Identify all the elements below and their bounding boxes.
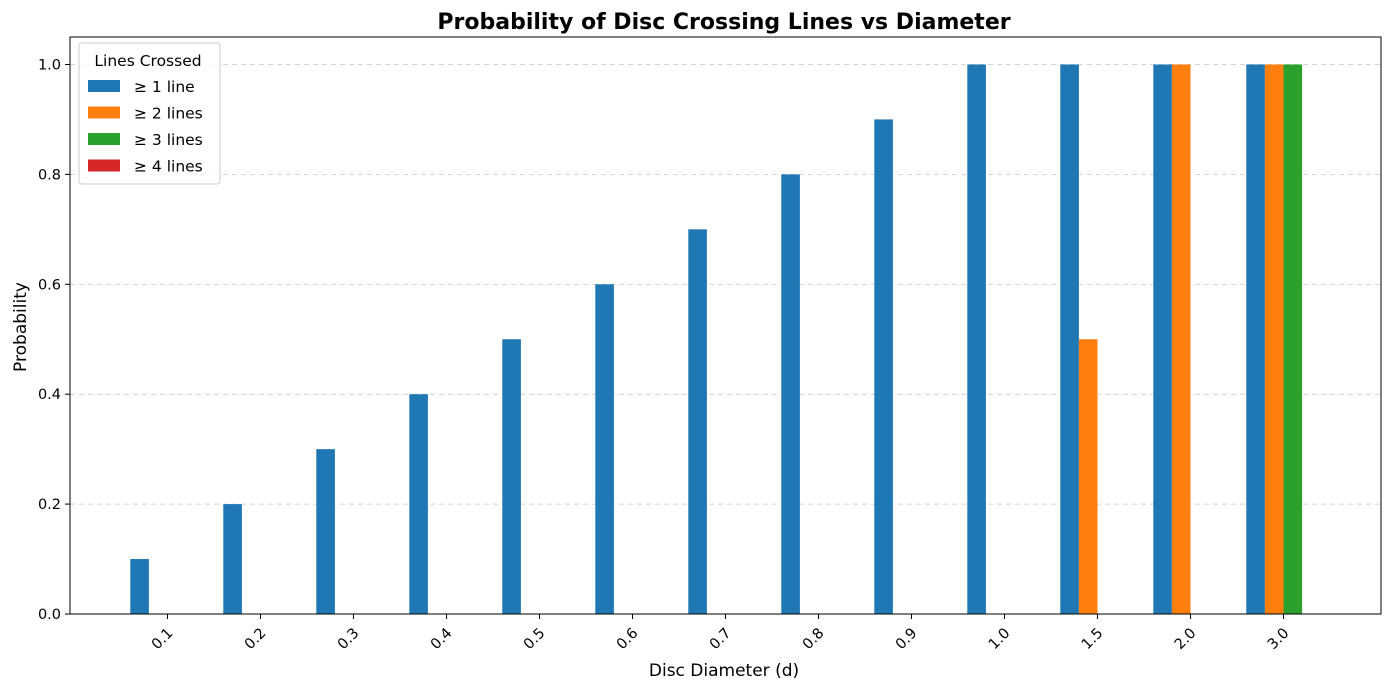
legend: Lines Crossed ≥ 1 line ≥ 2 lines ≥ 3 lines… — [78, 42, 221, 185]
bar — [874, 119, 893, 614]
x-tick-label: 0.8 — [800, 625, 828, 653]
y-tick-label: 0.0 — [38, 607, 61, 623]
legend-swatch — [88, 159, 120, 172]
legend-label: ≥ 4 lines — [134, 158, 203, 176]
y-tick-label: 1.0 — [38, 57, 61, 73]
x-tick-label: 0.9 — [893, 625, 921, 653]
bar — [595, 284, 614, 614]
bar — [1060, 64, 1079, 614]
bar — [223, 504, 242, 614]
bar — [1246, 64, 1265, 614]
legend-label: ≥ 3 lines — [134, 131, 203, 149]
x-tick-label: 0.6 — [614, 625, 642, 653]
y-axis-label: Probability — [11, 282, 31, 372]
bars — [130, 64, 1303, 615]
bar — [1153, 64, 1172, 614]
y-tick-label: 0.6 — [38, 277, 61, 293]
bar — [1078, 339, 1098, 614]
y-tick-label: 0.8 — [38, 167, 61, 183]
legend-box — [78, 42, 221, 185]
legend-swatch — [88, 80, 120, 92]
bar — [781, 174, 800, 614]
bar — [409, 394, 428, 614]
bar — [502, 339, 521, 614]
x-tick-label: 1.0 — [986, 625, 1014, 653]
x-tick-label: 1.5 — [1079, 625, 1107, 653]
chart-title: Probability of Disc Crossing Lines vs Di… — [437, 10, 1010, 35]
x-tick-label: 2.0 — [1172, 625, 1200, 653]
x-tick-label: 0.7 — [707, 625, 735, 653]
bar — [967, 64, 986, 614]
y-tick-label: 0.4 — [38, 387, 61, 403]
y-axis-ticks: 0.0 0.2 0.4 0.6 0.8 1.0 — [38, 57, 70, 623]
bar — [1264, 64, 1284, 614]
legend-title: Lines Crossed — [94, 52, 201, 70]
legend-swatch — [88, 133, 120, 145]
bar — [688, 229, 707, 615]
legend-swatch — [88, 106, 120, 119]
x-axis-label: Disc Diameter (d) — [649, 661, 799, 681]
legend-items: ≥ 1 line ≥ 2 lines ≥ 3 lines ≥ 4 lines — [88, 78, 203, 176]
x-tick-label: 0.2 — [242, 625, 270, 653]
bar — [316, 449, 335, 614]
x-tick-label: 0.4 — [428, 625, 456, 653]
x-tick-label: 0.1 — [149, 625, 177, 653]
x-tick-label: 3.0 — [1265, 625, 1293, 653]
x-tick-label: 0.5 — [521, 625, 549, 653]
bar — [1283, 64, 1303, 614]
x-axis-ticks: 0.1 0.2 0.3 0.4 0.5 0.6 0.7 0.8 0.9 1.0 1.5 2.0 3.0 — [149, 614, 1293, 653]
bar — [130, 559, 149, 614]
legend-label: ≥ 1 line — [134, 78, 195, 96]
x-tick-label: 0.3 — [335, 625, 363, 653]
bar — [1171, 64, 1191, 614]
legend-label: ≥ 2 lines — [134, 105, 203, 123]
y-tick-label: 0.2 — [38, 497, 61, 513]
